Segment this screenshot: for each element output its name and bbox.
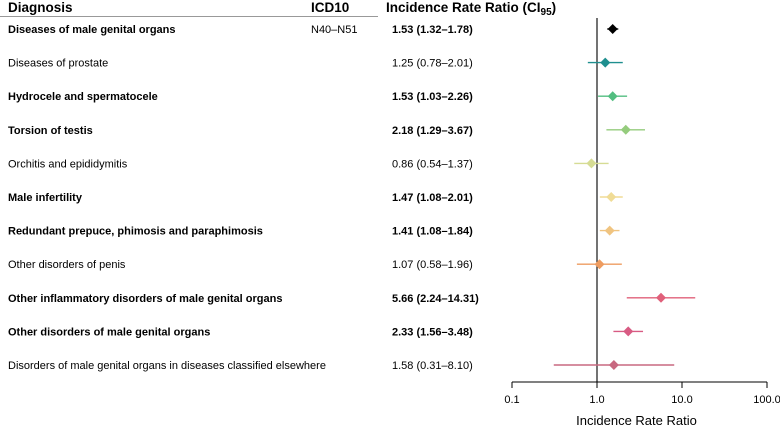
row-irr-value: 0.86 (0.54–1.37) xyxy=(392,158,473,170)
estimate-diamond xyxy=(623,326,634,337)
row-irr-value: 1.25 (0.78–2.01) xyxy=(392,58,473,70)
row-diagnosis-label: Orchitis and epididymitis xyxy=(8,158,128,170)
row-diagnosis-label: Other disorders of male genital organs xyxy=(8,326,210,338)
table-row: Hydrocele and spermatocele 1.53 (1.03–2.2… xyxy=(8,91,473,103)
estimate-diamond xyxy=(594,259,605,270)
table-row: Disorders of male genital organs in dise… xyxy=(8,360,473,372)
row-irr-value: 2.33 (1.56–3.48) xyxy=(392,326,473,338)
row-irr-value: 2.18 (1.29–3.67) xyxy=(392,125,473,137)
diagnosis-column-header: Diagnosis xyxy=(8,0,73,15)
row-diagnosis-label: Disorders of male genital organs in dise… xyxy=(8,360,326,372)
estimate-diamond xyxy=(606,192,617,202)
row-diagnosis-label: Hydrocele and spermatocele xyxy=(8,91,158,103)
irr-header-close: ) xyxy=(552,0,557,15)
row-icd10-code: N40–N51 xyxy=(311,24,357,36)
estimate-diamond xyxy=(608,360,619,370)
x-tick-label: 1.0 xyxy=(589,394,604,406)
table-row: Other disorders of penis 1.07 (0.58–1.96) xyxy=(8,259,473,271)
estimate-diamond xyxy=(620,124,631,135)
plot-marks xyxy=(553,24,696,370)
row-diagnosis-label: Diseases of prostate xyxy=(8,58,108,70)
plot-area: 0.1 1.0 10.0 100.0 Incidence Rate Ratio xyxy=(504,18,780,428)
x-axis-ticks: 0.1 1.0 10.0 100.0 xyxy=(504,382,780,406)
x-axis-title: Incidence Rate Ratio xyxy=(576,413,697,428)
table-row: Other inflammatory disorders of male gen… xyxy=(8,293,479,305)
x-tick-label: 10.0 xyxy=(671,394,692,406)
estimate-diamond xyxy=(600,57,611,68)
row-irr-value: 5.66 (2.24–14.31) xyxy=(392,293,479,305)
row-diagnosis-label: Other inflammatory disorders of male gen… xyxy=(8,293,282,305)
table-row: Torsion of testis 2.18 (1.29–3.67) xyxy=(8,125,473,137)
irr-header-main: Incidence Rate Ratio (CI xyxy=(386,0,541,15)
estimate-diamond xyxy=(604,225,615,236)
table-row: Male infertility 1.47 (1.08–2.01) xyxy=(8,192,473,204)
row-diagnosis-label: Torsion of testis xyxy=(8,125,93,137)
estimate-diamond xyxy=(655,292,666,303)
irr-column-header: Incidence Rate Ratio (CI95) xyxy=(386,0,556,18)
row-irr-value: 1.58 (0.31–8.10) xyxy=(392,360,473,372)
table-row: Other disorders of male genital organs 2.… xyxy=(8,326,473,338)
table-row: Orchitis and epididymitis 0.86 (0.54–1.37… xyxy=(8,158,473,170)
row-diagnosis-label: Other disorders of penis xyxy=(8,259,126,271)
table-row: Diseases of male genital organs N40–N51 1.… xyxy=(8,24,473,36)
table-rows: Diseases of male genital organs N40–N51 1.… xyxy=(8,24,479,372)
table-row: Redundant prepuce, phimosis and paraphim… xyxy=(8,226,473,238)
row-irr-value: 1.53 (1.03–2.26) xyxy=(392,91,473,103)
row-irr-value: 1.07 (0.58–1.96) xyxy=(392,259,473,271)
table-header: Diagnosis ICD10 Incidence Rate Ratio (CI… xyxy=(0,0,556,18)
row-diagnosis-label: Redundant prepuce, phimosis and paraphim… xyxy=(8,226,263,238)
estimate-diamond xyxy=(586,158,597,169)
estimate-diamond xyxy=(607,24,618,34)
row-diagnosis-label: Male infertility xyxy=(8,192,83,204)
row-irr-value: 1.47 (1.08–2.01) xyxy=(392,192,473,204)
irr-header-subscript: 95 xyxy=(541,7,553,18)
icd10-column-header: ICD10 xyxy=(311,0,349,15)
row-irr-value: 1.41 (1.08–1.84) xyxy=(392,226,473,238)
estimate-diamond xyxy=(607,91,618,102)
x-tick-label: 0.1 xyxy=(504,394,519,406)
x-tick-label: 100.0 xyxy=(753,394,780,406)
row-irr-value: 1.53 (1.32–1.78) xyxy=(392,24,473,36)
row-diagnosis-label: Diseases of male genital organs xyxy=(8,24,176,36)
table-row: Diseases of prostate 1.25 (0.78–2.01) xyxy=(8,58,473,70)
